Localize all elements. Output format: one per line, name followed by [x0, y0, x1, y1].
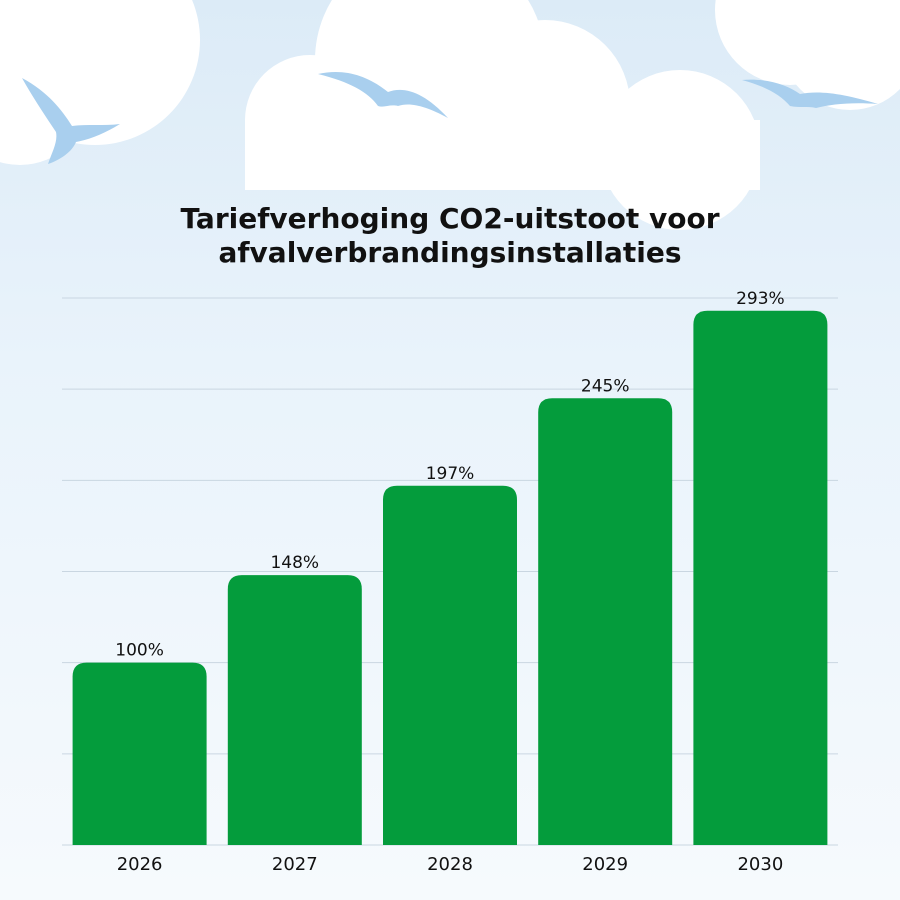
chart-title-line-1: Tariefverhoging CO2-uitstoot voor [180, 202, 720, 235]
data-label-2026: 100% [115, 641, 164, 661]
clouds [0, 0, 900, 230]
data-labels: 100% 148% 197% 245% 293% [115, 289, 784, 661]
bar-2027 [227, 575, 362, 845]
x-tick-label-2028: 2028 [427, 854, 473, 875]
x-tick-label-2026: 2026 [117, 854, 163, 875]
chart-title: Tariefverhoging CO2-uitstoot voor afvalv… [0, 202, 900, 270]
bird-icon [22, 78, 120, 164]
x-tick-label-2029: 2029 [582, 854, 628, 875]
bird-icon [742, 79, 878, 108]
x-tick-label-2030: 2030 [737, 854, 783, 875]
data-label-2029: 245% [581, 376, 630, 396]
data-label-2030: 293% [736, 289, 785, 309]
bar-2026 [72, 662, 207, 845]
bird-icon [318, 72, 448, 118]
bar-2030 [693, 310, 828, 846]
bars [72, 310, 828, 846]
data-label-2028: 197% [426, 464, 475, 484]
bar-2029 [538, 398, 673, 845]
data-label-2027: 148% [270, 553, 319, 573]
bar-2028 [383, 485, 517, 845]
x-tick-labels: 2026 2027 2028 2029 2030 [117, 854, 784, 875]
x-tick-label-2027: 2027 [272, 854, 318, 875]
chart-title-line-2: afvalverbrandingsinstallaties [218, 236, 682, 269]
